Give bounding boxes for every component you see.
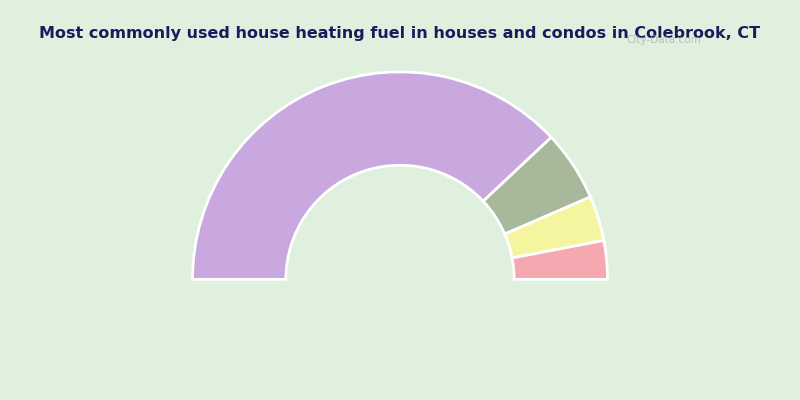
Wedge shape [512, 240, 607, 279]
Wedge shape [193, 72, 551, 279]
Wedge shape [483, 137, 590, 234]
Text: Most commonly used house heating fuel in houses and condos in Colebrook, CT: Most commonly used house heating fuel in… [39, 26, 761, 41]
Wedge shape [505, 197, 604, 258]
Text: City-Data.com: City-Data.com [626, 34, 701, 44]
